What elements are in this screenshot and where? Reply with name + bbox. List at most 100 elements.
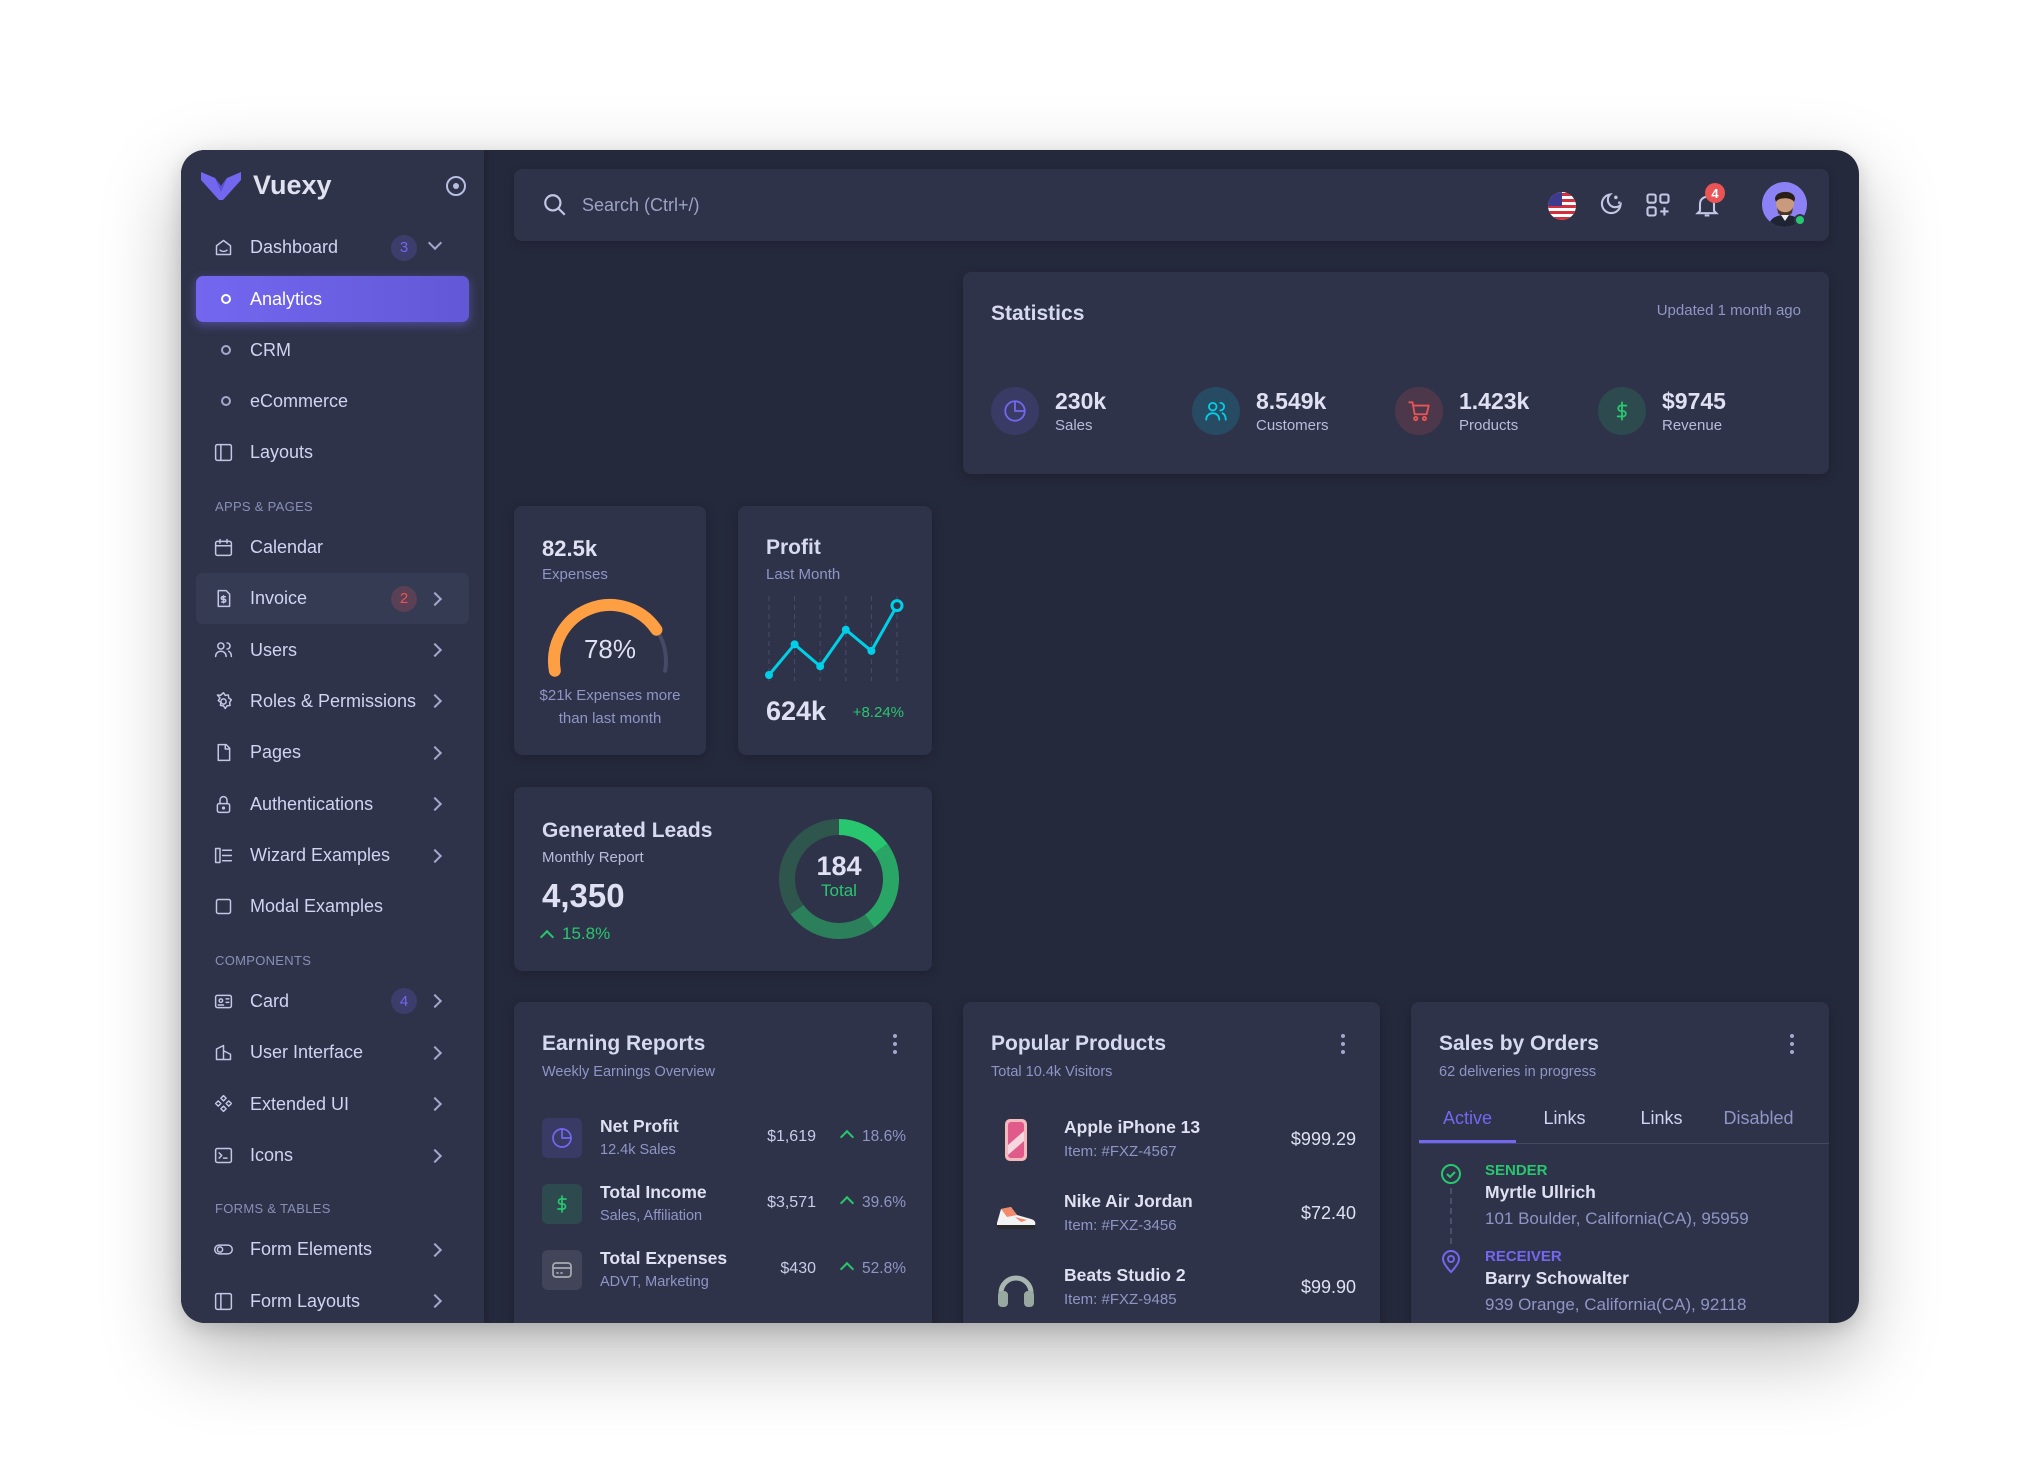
tab-links-2[interactable]: Links	[1640, 1108, 1683, 1128]
layout-icon	[213, 442, 234, 463]
file-icon	[213, 742, 234, 763]
orders-tabs: Active Links Links Disabled	[1419, 1098, 1829, 1144]
pie-chart-icon	[991, 387, 1039, 435]
statistics-updated: Updated 1 month ago	[1656, 302, 1801, 319]
product-row[interactable]: Nike Air Jordan Item: #FXZ-3456 $72.40	[991, 1189, 1356, 1249]
stat-value: 1.423k	[1459, 388, 1530, 414]
terminal-icon	[213, 1145, 234, 1166]
sidebar-item-analytics[interactable]: Analytics	[196, 276, 469, 323]
sidebar-badge: 2	[391, 585, 417, 612]
sidebar-item-authentications[interactable]: Authentications	[196, 779, 469, 830]
gauge-value-arc	[548, 599, 663, 677]
timeline-connector	[1450, 1188, 1452, 1244]
donut-total: 184	[816, 851, 862, 881]
earning-row-title: Total Income	[600, 1182, 707, 1202]
earning-subtitle: Weekly Earnings Overview	[542, 1064, 715, 1080]
chevron-right-icon	[427, 694, 443, 709]
stat-value: $9745	[1662, 388, 1726, 414]
expenses-note: $21k Expenses more than last month	[539, 687, 681, 727]
leads-change-value: 15.8%	[562, 924, 611, 943]
sidebar-pin-toggle-icon[interactable]	[446, 176, 466, 196]
dollar-icon	[1598, 387, 1646, 435]
sidebar-item-label: Icons	[250, 1145, 294, 1166]
ui-icon	[213, 1042, 234, 1063]
sidebar-item-card[interactable]: Card 4	[196, 976, 469, 1027]
file-dollar-icon	[213, 588, 234, 609]
product-price: $999.29	[1290, 1129, 1356, 1149]
sidebar-item-wizard-examples[interactable]: Wizard Examples	[196, 830, 469, 881]
more-options-icon[interactable]	[893, 1034, 898, 1054]
sidebar-item-modal-examples[interactable]: Modal Examples	[196, 881, 469, 932]
sales-by-orders-card: Sales by Orders 62 deliveries in progres…	[1411, 1002, 1829, 1323]
more-options-icon[interactable]	[1790, 1034, 1795, 1054]
sender-label: SENDER	[1485, 1162, 1548, 1179]
sidebar-item-layouts[interactable]: Layouts	[196, 427, 469, 478]
app-window: Vuexy Dashboard 3 Analytics CRM eCommerce Lay…	[181, 150, 1859, 1323]
more-options-icon[interactable]	[1341, 1034, 1346, 1054]
theme-moon-icon[interactable]	[1596, 191, 1624, 219]
expenses-percent: 78%	[583, 634, 637, 664]
chevron-right-icon	[427, 1294, 443, 1309]
online-status-dot	[1794, 214, 1806, 226]
chevron-right-icon	[427, 994, 443, 1009]
sidebar-item-label: User Interface	[250, 1042, 364, 1063]
sidebar-item-form-elements[interactable]: Form Elements	[196, 1224, 469, 1275]
earning-title: Earning Reports	[542, 1032, 706, 1055]
sidebar-item-calendar[interactable]: Calendar	[196, 522, 469, 573]
sidebar-item-form-layouts[interactable]: Form Layouts	[196, 1276, 469, 1323]
shortcuts-grid-icon[interactable]	[1644, 191, 1672, 219]
check-circle-icon	[1441, 1164, 1461, 1184]
sidebar-item-invoice[interactable]: Invoice 2	[196, 572, 469, 625]
expenses-gauge	[548, 599, 668, 677]
popular-subtitle: Total 10.4k Visitors	[991, 1064, 1113, 1080]
sidebar-item-dashboard[interactable]: Dashboard 3	[196, 222, 469, 273]
leads-change: 15.8%	[539, 924, 611, 945]
search-bar[interactable]	[542, 192, 982, 218]
search-icon	[544, 194, 566, 216]
sidebar-item-ecommerce[interactable]: eCommerce	[196, 376, 469, 427]
sidebar-item-extended-ui[interactable]: Extended UI	[196, 1078, 469, 1129]
logo[interactable]: Vuexy	[201, 170, 332, 201]
donut-segment	[864, 843, 899, 928]
earning-row-amount: $430	[780, 1260, 816, 1277]
id-card-icon	[213, 991, 234, 1012]
user-avatar[interactable]	[1762, 182, 1807, 227]
data-point	[890, 599, 904, 613]
tab-disabled: Disabled	[1723, 1108, 1794, 1128]
sidebar-item-user-interface[interactable]: User Interface	[196, 1027, 469, 1078]
lock-icon	[213, 794, 234, 815]
sidebar-item-icons[interactable]: Icons	[196, 1130, 469, 1181]
stat-label: Products	[1459, 417, 1519, 434]
earning-row-amount: $3,571	[767, 1194, 816, 1211]
vuexy-logo-icon	[201, 171, 241, 200]
sidebar-item-users[interactable]: Users	[196, 624, 469, 675]
product-item-code: Item: #FXZ-3456	[1064, 1217, 1177, 1234]
sender-name: Myrtle Ullrich	[1485, 1182, 1596, 1202]
language-flag-us-icon[interactable]	[1547, 191, 1576, 220]
chevron-right-icon	[427, 1097, 443, 1112]
earning-row-percent: 39.6%	[842, 1194, 906, 1212]
earning-row-title: Net Profit	[600, 1116, 679, 1136]
tab-links[interactable]: Links	[1543, 1108, 1586, 1128]
sidebar-item-label: Authentications	[250, 793, 374, 814]
product-row[interactable]: Beats Studio 2 Item: #FXZ-9485 $99.90	[991, 1263, 1356, 1323]
sender-address: 101 Boulder, California(CA), 95959	[1485, 1209, 1749, 1228]
map-pin-icon	[1441, 1250, 1461, 1274]
statistics-title: Statistics	[991, 302, 1085, 325]
calendar-icon	[213, 537, 234, 558]
product-row[interactable]: Apple iPhone 13 Item: #FXZ-4567 $999.29	[991, 1115, 1356, 1175]
notifications-bell-icon[interactable]: 4	[1693, 183, 1725, 219]
donut-segment	[838, 819, 888, 854]
sidebar-item-crm[interactable]: CRM	[196, 324, 469, 375]
earning-row-subtitle: ADVT, Marketing	[600, 1274, 709, 1290]
sidebar-item-label: Roles & Permissions	[250, 690, 417, 711]
tab-active[interactable]: Active	[1419, 1098, 1516, 1143]
sidebar-item-label: eCommerce	[250, 390, 349, 411]
popular-products-card: Popular Products Total 10.4k Visitors Ap…	[963, 1002, 1380, 1323]
search-input[interactable]	[582, 194, 982, 216]
sidebar-item-roles-permissions[interactable]: Roles & Permissions	[196, 676, 469, 727]
sidebar-item-pages[interactable]: Pages	[196, 727, 469, 778]
receiver-address: 939 Orange, California(CA), 92118	[1485, 1295, 1747, 1314]
data-point	[790, 640, 799, 649]
chevron-right-icon	[427, 848, 443, 863]
